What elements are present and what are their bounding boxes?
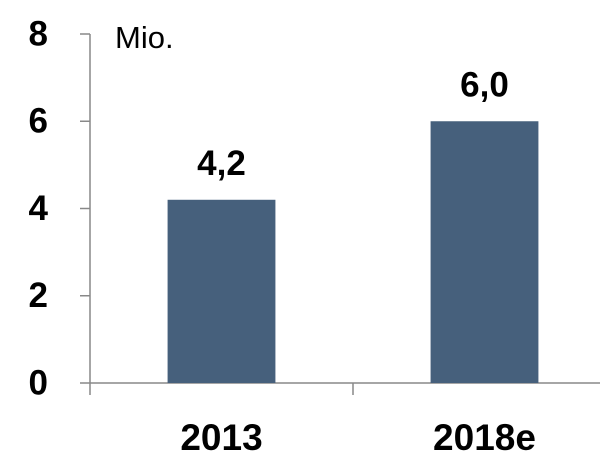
value-label: 4,2: [197, 144, 246, 183]
x-tick-label: 2018e: [433, 417, 536, 458]
y-tick-label: 0: [29, 363, 48, 402]
y-tick-label: 4: [29, 189, 49, 228]
bar: [430, 121, 539, 383]
y-tick-label: 8: [29, 14, 48, 53]
y-tick-label: 2: [29, 276, 48, 315]
x-tick-label: 2013: [180, 417, 262, 458]
y-axis-label: Mio.: [115, 20, 174, 55]
y-tick-label: 6: [29, 102, 48, 141]
bar: [167, 199, 276, 383]
value-label: 6,0: [460, 66, 509, 105]
